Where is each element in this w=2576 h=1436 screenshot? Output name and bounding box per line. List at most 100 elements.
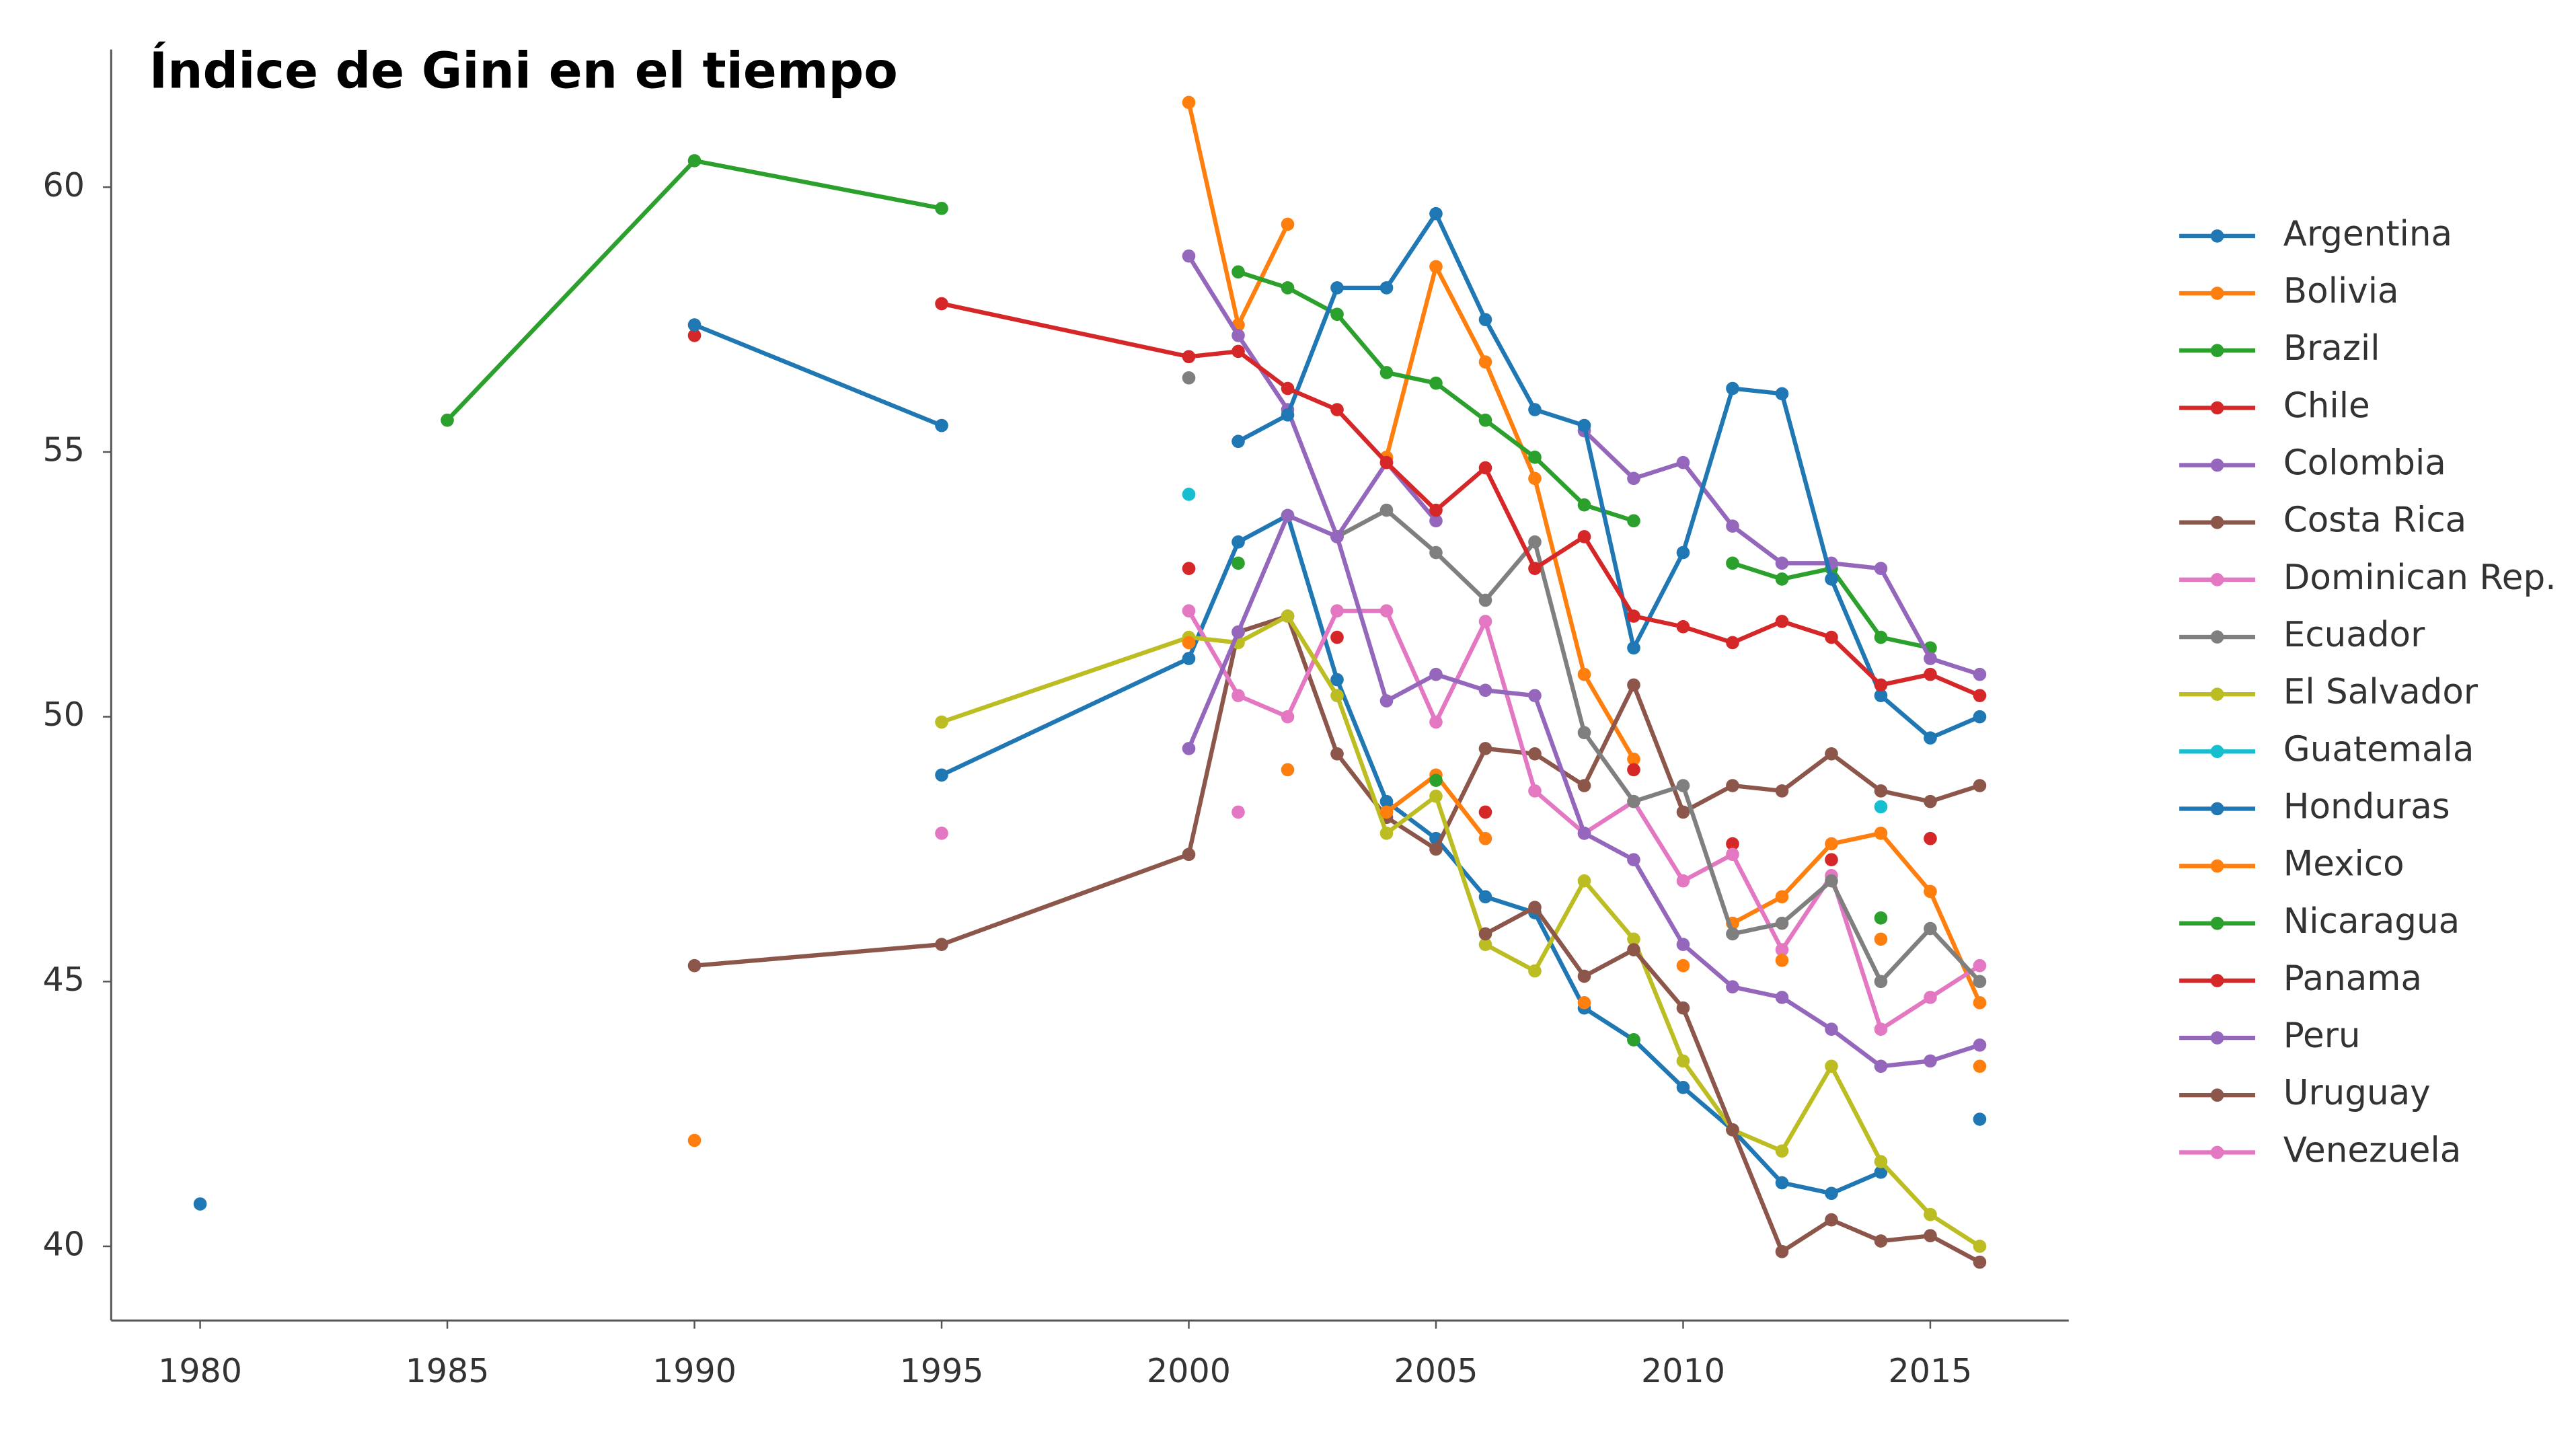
data-point xyxy=(1726,847,1739,862)
data-point xyxy=(1379,794,1394,808)
data-point xyxy=(1379,694,1394,708)
data-point xyxy=(1924,884,1937,899)
data-point xyxy=(1429,667,1443,681)
data-point xyxy=(1429,842,1443,856)
data-point xyxy=(1379,366,1394,379)
data-point xyxy=(935,768,948,782)
data-point xyxy=(1379,604,1394,618)
data-point xyxy=(1182,488,1196,501)
data-point xyxy=(1825,853,1838,867)
data-point xyxy=(1775,890,1789,904)
data-point xyxy=(1874,678,1888,692)
data-point xyxy=(1775,954,1789,967)
legend-label: Chile xyxy=(2283,385,2370,426)
data-point xyxy=(1232,625,1245,639)
legend-marker xyxy=(2210,1088,2224,1102)
data-point xyxy=(1577,827,1591,840)
data-point xyxy=(1627,932,1640,946)
data-point xyxy=(1973,1112,1987,1126)
data-point xyxy=(1973,1240,1987,1253)
series-line xyxy=(693,211,1981,741)
data-point xyxy=(1924,652,1937,665)
data-point xyxy=(1528,535,1542,549)
data-point xyxy=(1182,350,1196,364)
data-point xyxy=(1973,1038,1987,1052)
data-point xyxy=(1775,615,1789,628)
data-point xyxy=(1379,503,1394,517)
data-point xyxy=(1726,779,1739,792)
data-point xyxy=(1825,1022,1838,1036)
data-point xyxy=(687,1133,702,1147)
data-point xyxy=(1825,837,1838,851)
legend-label: Argentina xyxy=(2283,214,2452,254)
x-tick-label: 2015 xyxy=(1889,1351,1973,1390)
data-point xyxy=(1528,964,1542,978)
legend-label: Uruguay xyxy=(2283,1073,2431,1113)
data-point xyxy=(1478,355,1492,369)
data-point xyxy=(1182,604,1196,618)
data-point xyxy=(1232,434,1245,449)
data-point xyxy=(1528,562,1542,576)
data-point xyxy=(1924,1229,1937,1243)
data-point xyxy=(1330,689,1344,702)
series-line xyxy=(940,613,1981,1248)
data-point xyxy=(1874,1234,1888,1248)
legend-marker xyxy=(2210,859,2224,873)
data-point xyxy=(1676,805,1690,819)
x-tick-label: 1995 xyxy=(900,1351,984,1390)
data-point xyxy=(1676,545,1690,560)
data-point xyxy=(1676,958,1690,973)
legend-label: Honduras xyxy=(2283,786,2450,827)
data-point xyxy=(1775,572,1789,586)
data-point xyxy=(1182,742,1196,755)
legend-marker xyxy=(2210,1031,2224,1045)
x-tick-label: 1985 xyxy=(406,1351,490,1390)
data-point xyxy=(1676,1054,1690,1068)
legend-marker xyxy=(2210,401,2224,415)
data-point xyxy=(1330,530,1344,543)
data-point xyxy=(1577,726,1591,740)
data-point xyxy=(1330,403,1344,416)
data-point xyxy=(1775,1144,1789,1158)
data-point xyxy=(1627,943,1640,956)
data-point xyxy=(1478,805,1492,819)
data-point xyxy=(1281,763,1295,777)
data-point xyxy=(193,1197,207,1211)
data-point xyxy=(1429,260,1443,274)
legend-label: Bolivia xyxy=(2283,271,2399,311)
legend-label: Nicaragua xyxy=(2283,901,2460,942)
y-tick-label: 40 xyxy=(43,1224,85,1263)
data-point xyxy=(1330,281,1344,295)
data-point xyxy=(1528,689,1542,702)
legend-label: Guatemala xyxy=(2283,729,2474,769)
data-point xyxy=(1182,96,1196,110)
legend-marker xyxy=(2210,1145,2224,1160)
legend-marker xyxy=(2210,573,2224,587)
data-point xyxy=(1627,853,1640,867)
data-point xyxy=(1825,1213,1838,1227)
data-point xyxy=(1874,784,1888,798)
data-point xyxy=(1627,763,1640,777)
legend-marker xyxy=(2210,229,2224,243)
data-point xyxy=(1924,731,1937,745)
data-point xyxy=(1874,1059,1888,1073)
data-point xyxy=(1330,630,1344,644)
data-point xyxy=(1874,911,1888,925)
data-point xyxy=(1775,991,1789,1004)
data-point xyxy=(1281,381,1295,395)
legend-marker xyxy=(2210,515,2224,529)
data-point xyxy=(1973,667,1987,681)
data-point xyxy=(1232,344,1245,358)
data-point xyxy=(1528,451,1542,464)
data-point xyxy=(1330,307,1344,322)
data-point xyxy=(1232,805,1245,819)
data-point xyxy=(441,413,454,427)
data-point xyxy=(1874,1165,1888,1179)
data-point xyxy=(1528,471,1542,486)
data-point xyxy=(1726,980,1739,994)
data-point xyxy=(1676,1080,1690,1094)
data-point xyxy=(1973,1255,1987,1269)
data-point xyxy=(1478,413,1492,427)
data-point xyxy=(1429,789,1443,803)
